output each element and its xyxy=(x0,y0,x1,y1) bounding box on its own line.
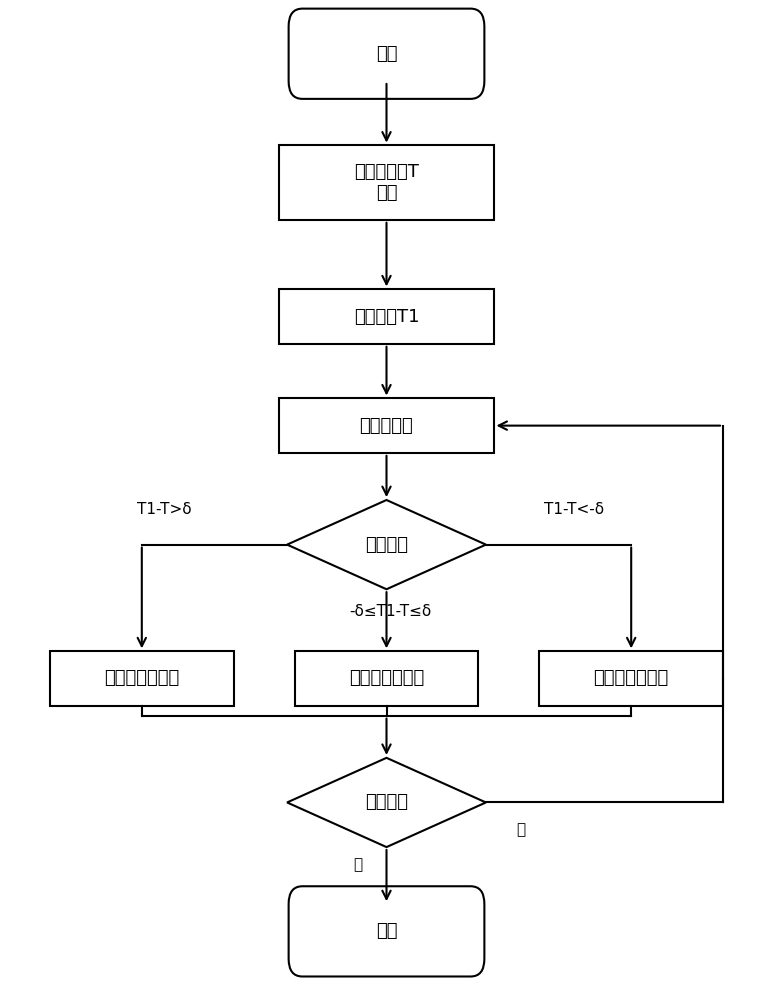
Text: 上丝结束: 上丝结束 xyxy=(365,793,408,811)
Text: 阻尼器张力T
设置: 阻尼器张力T 设置 xyxy=(354,163,419,202)
Text: 张力调节轮不动: 张力调节轮不动 xyxy=(349,670,424,688)
FancyBboxPatch shape xyxy=(288,886,485,976)
Bar xyxy=(540,651,723,706)
Bar xyxy=(280,398,493,453)
Text: T1-T>δ: T1-T>δ xyxy=(138,502,192,517)
Polygon shape xyxy=(287,758,486,847)
Text: 张力检测: 张力检测 xyxy=(365,536,408,554)
Polygon shape xyxy=(287,500,486,589)
Text: 张力调节轮右移: 张力调节轮右移 xyxy=(594,670,669,688)
Bar xyxy=(280,145,493,220)
Text: 否: 否 xyxy=(516,822,525,837)
Text: -δ≤T1-T≤δ: -δ≤T1-T≤δ xyxy=(349,604,431,619)
Text: 是: 是 xyxy=(353,857,363,872)
Text: 结束: 结束 xyxy=(376,922,397,940)
Bar xyxy=(50,651,233,706)
Text: 开始: 开始 xyxy=(376,45,397,63)
Text: 开丝筒电机: 开丝筒电机 xyxy=(359,417,414,435)
Text: 张力检测T1: 张力检测T1 xyxy=(354,308,419,326)
Text: T1-T<-δ: T1-T<-δ xyxy=(543,502,604,517)
Text: 张力调节轮左移: 张力调节轮左移 xyxy=(104,670,179,688)
FancyBboxPatch shape xyxy=(288,9,485,99)
Bar xyxy=(280,289,493,344)
Bar xyxy=(295,651,478,706)
